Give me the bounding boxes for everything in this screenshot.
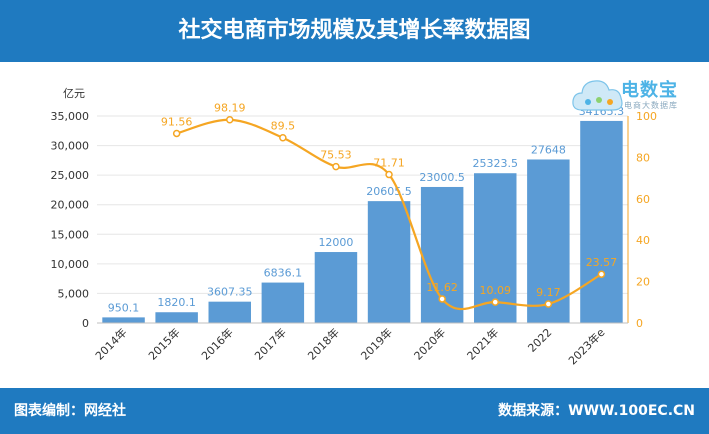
y2-tick-label: 0: [636, 317, 643, 330]
x-tick-label: 2022: [525, 326, 554, 355]
x-tick-label: 2023年e: [565, 325, 607, 367]
combo-chart: 0 5,000 10,000 15,000 20,000 25,000 30,000 35,0…: [51, 87, 658, 367]
line-point: [226, 115, 234, 124]
line-value-label: 98.19: [214, 102, 246, 115]
cloud-logo-icon: [572, 80, 623, 111]
x-tick-label: 2015年: [145, 325, 182, 362]
bar: [261, 282, 305, 323]
bar: [527, 159, 570, 323]
logo-tagline: 电商大数据库: [624, 101, 678, 110]
y-tick-label: 30,000: [51, 140, 90, 153]
logo-name: 电数宝: [621, 80, 678, 101]
line-value-label: 71.71: [373, 157, 405, 170]
line-point: [332, 162, 340, 171]
bar-value-label: 1820.1: [157, 296, 196, 309]
footer-compiler: 图表编制：网经社: [14, 403, 126, 419]
footer-source: 数据来源：WWW.100EC.CN: [498, 403, 695, 419]
bar-value-label: 12000: [318, 236, 353, 249]
line-point: [279, 133, 287, 142]
y-tick-label: 20,000: [51, 199, 90, 212]
x-tick-label: 2014年: [92, 325, 129, 362]
bar: [155, 312, 198, 323]
header-bar: 社交电商市场规模及其增长率数据图: [0, 0, 709, 62]
bar: [314, 252, 358, 323]
line-point: [438, 295, 446, 303]
line-point: [597, 270, 606, 278]
line-point: [385, 170, 393, 179]
y-tick-label: 25,000: [51, 169, 90, 182]
line-value-label: 23.57: [586, 256, 618, 269]
y-tick-label: 0: [82, 317, 89, 330]
line-value-label: 91.56: [161, 115, 193, 128]
x-tick-label: 2020年: [411, 325, 448, 362]
bar-value-label: 6836.1: [264, 267, 303, 280]
y2-tick-label: 80: [636, 151, 650, 164]
bar: [474, 173, 517, 323]
line-value-label: 11.62: [426, 281, 458, 294]
bar-value-label: 950.1: [108, 301, 140, 314]
y2-tick-label: 20: [636, 276, 650, 289]
footer-bar: 图表编制：网经社 数据来源：WWW.100EC.CN: [0, 388, 709, 434]
y2-tick-label: 40: [636, 234, 650, 247]
y-tick-label: 10,000: [51, 258, 90, 271]
y-unit-label: 亿元: [63, 87, 85, 100]
line-value-label: 9.17: [536, 286, 561, 299]
bar-value-label: 3607.35: [207, 286, 253, 299]
y-tick-label: 15,000: [51, 228, 90, 241]
line-point: [491, 298, 499, 306]
bar: [367, 201, 411, 323]
chart-area: 0 5,000 10,000 15,000 20,000 25,000 30,000 35,0…: [0, 62, 709, 388]
y-tick-label: 35,000: [51, 110, 90, 123]
bar-value-label: 23000.5: [419, 171, 465, 184]
line-point: [544, 300, 553, 308]
bar-value-label: 27648: [531, 143, 566, 156]
bar: [580, 120, 623, 324]
line-value-label: 75.53: [320, 149, 352, 162]
y2-tick-label: 60: [636, 193, 650, 206]
bar: [208, 301, 251, 323]
x-tick-label: 2018年: [305, 325, 342, 362]
line-value-label: 10.09: [480, 284, 512, 297]
line-point: [172, 129, 181, 138]
line-value-label: 89.5: [271, 120, 296, 133]
y2-tick-label: 100: [636, 110, 657, 123]
bar: [102, 317, 145, 323]
chart-title: 社交电商市场规模及其增长率数据图: [178, 18, 531, 43]
growth-rate-line: [176, 118, 602, 311]
x-tick-label: 2017年: [251, 325, 288, 362]
x-tick-label: 2016年: [198, 325, 235, 362]
x-tick-label: 2019年: [358, 325, 395, 362]
bar-value-label: 20605.5: [366, 185, 412, 198]
x-tick-label: 2021年: [464, 325, 501, 362]
y-tick-label: 5,000: [58, 287, 90, 300]
logo: 电数宝 电商大数据库: [566, 64, 706, 124]
bar-value-label: 25323.5: [473, 157, 519, 170]
